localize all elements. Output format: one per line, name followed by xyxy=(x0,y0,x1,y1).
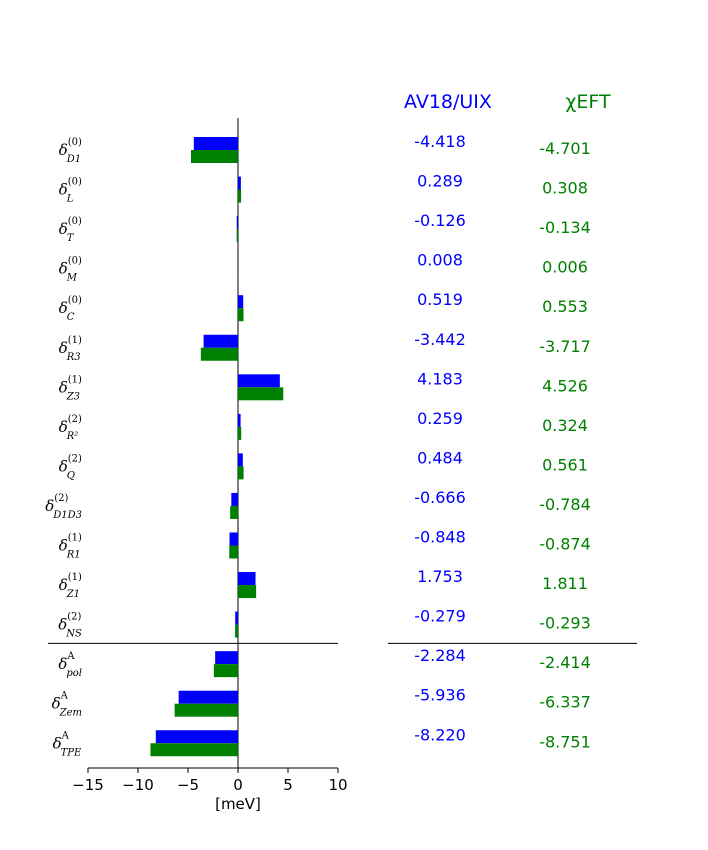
x-tick-label: −10 xyxy=(122,776,154,794)
value-label-av18: -4.418 xyxy=(414,132,466,151)
value-label-chieft: -6.337 xyxy=(539,693,591,712)
value-label-av18: 0.519 xyxy=(417,290,463,309)
category-label: δ(1) R1 xyxy=(59,533,82,561)
value-label-chieft: -3.717 xyxy=(539,337,591,356)
value-label-chieft: -0.134 xyxy=(539,218,591,237)
bar-chieft xyxy=(230,505,238,519)
category-label: δ(2) R² xyxy=(59,414,82,442)
value-label-av18: 1.753 xyxy=(417,567,463,586)
category-label: δ(2) D1D3 xyxy=(45,493,82,521)
bar-av18 xyxy=(238,572,256,586)
category-label: δ(0) L xyxy=(59,177,82,205)
bar-chieft xyxy=(213,664,238,678)
category-label: δ(1) R3 xyxy=(59,335,82,363)
x-axis-label: [meV] xyxy=(215,795,261,813)
x-tick-label: 10 xyxy=(328,776,347,794)
category-label: δ(0) T xyxy=(59,216,82,244)
bar-av18 xyxy=(215,651,238,665)
category-label: δ(2) Q xyxy=(59,453,82,481)
bar-av18 xyxy=(238,374,280,388)
legend-series-av18: AV18/UIX xyxy=(404,91,492,113)
value-label-av18: -0.848 xyxy=(414,528,466,547)
bar-chieft xyxy=(229,545,238,559)
value-label-chieft: -0.293 xyxy=(539,614,591,633)
bar-av18 xyxy=(238,413,241,427)
bar-av18 xyxy=(155,730,238,744)
bar-chieft xyxy=(238,585,257,599)
value-label-av18: -0.666 xyxy=(414,488,466,507)
category-label: δ(1) Z1 xyxy=(59,572,82,600)
value-label-av18: -2.284 xyxy=(414,646,466,665)
category-label: δA pol xyxy=(58,651,82,679)
category-label: δ(0) M xyxy=(59,256,82,284)
value-label-chieft: 1.811 xyxy=(542,574,588,593)
bar-chieft xyxy=(174,703,238,717)
x-tick-label: −5 xyxy=(177,776,199,794)
value-label-chieft: 0.006 xyxy=(542,258,588,277)
bar-av18 xyxy=(238,295,244,309)
value-label-av18: 0.289 xyxy=(417,172,463,191)
category-label: δ(1) Z3 xyxy=(59,374,82,402)
value-label-av18: -0.279 xyxy=(414,607,466,626)
category-label: δ(0) D1 xyxy=(59,137,82,165)
bar-av18 xyxy=(193,137,238,150)
value-label-chieft: 0.308 xyxy=(542,179,588,198)
bar-chieft xyxy=(238,466,244,480)
value-label-av18: -0.126 xyxy=(414,211,466,230)
bar-chieft xyxy=(238,189,242,203)
x-tick-label: 5 xyxy=(283,776,293,794)
bar-chieft xyxy=(200,347,238,361)
bar-chieft xyxy=(238,308,244,322)
legend-series-chieft: χEFT xyxy=(565,91,611,113)
bar-av18 xyxy=(203,334,238,348)
x-tick-label: −15 xyxy=(72,776,104,794)
value-label-av18: -8.220 xyxy=(414,725,466,744)
x-tick-label: 0 xyxy=(233,776,243,794)
value-label-chieft: -0.874 xyxy=(539,535,591,554)
bar-av18 xyxy=(238,453,243,467)
value-label-av18: -3.442 xyxy=(414,330,466,349)
value-label-chieft: 0.553 xyxy=(542,297,588,316)
category-label: δA TPE xyxy=(53,730,82,758)
value-label-av18: 0.484 xyxy=(417,448,463,467)
category-label: δ(0) C xyxy=(59,295,82,323)
value-label-chieft: -2.414 xyxy=(539,653,591,672)
bar-av18 xyxy=(231,492,238,506)
bar-chieft xyxy=(150,743,238,757)
bar-chieft xyxy=(238,387,284,401)
bar-av18 xyxy=(229,532,238,546)
value-label-chieft: -0.784 xyxy=(539,495,591,514)
bar-chieft xyxy=(190,150,238,163)
bar-chieft xyxy=(235,624,238,638)
bar-av18 xyxy=(238,176,241,190)
value-label-chieft: 0.324 xyxy=(542,416,588,435)
value-label-av18: 4.183 xyxy=(417,369,463,388)
value-label-chieft: 0.561 xyxy=(542,455,588,474)
value-label-av18: -5.936 xyxy=(414,686,466,705)
bar-chieft xyxy=(236,229,238,243)
bar-av18 xyxy=(178,690,238,704)
value-label-av18: 0.008 xyxy=(417,251,463,270)
category-label: δA Zem xyxy=(52,691,82,719)
value-label-chieft: -8.751 xyxy=(539,732,591,751)
bar-av18 xyxy=(236,216,238,230)
value-label-av18: 0.259 xyxy=(417,409,463,428)
value-label-chieft: 4.526 xyxy=(542,376,588,395)
category-label: δ(2) NS xyxy=(58,612,82,640)
bar-chieft xyxy=(238,426,242,440)
bar-av18 xyxy=(235,611,238,625)
value-label-chieft: -4.701 xyxy=(539,139,591,158)
